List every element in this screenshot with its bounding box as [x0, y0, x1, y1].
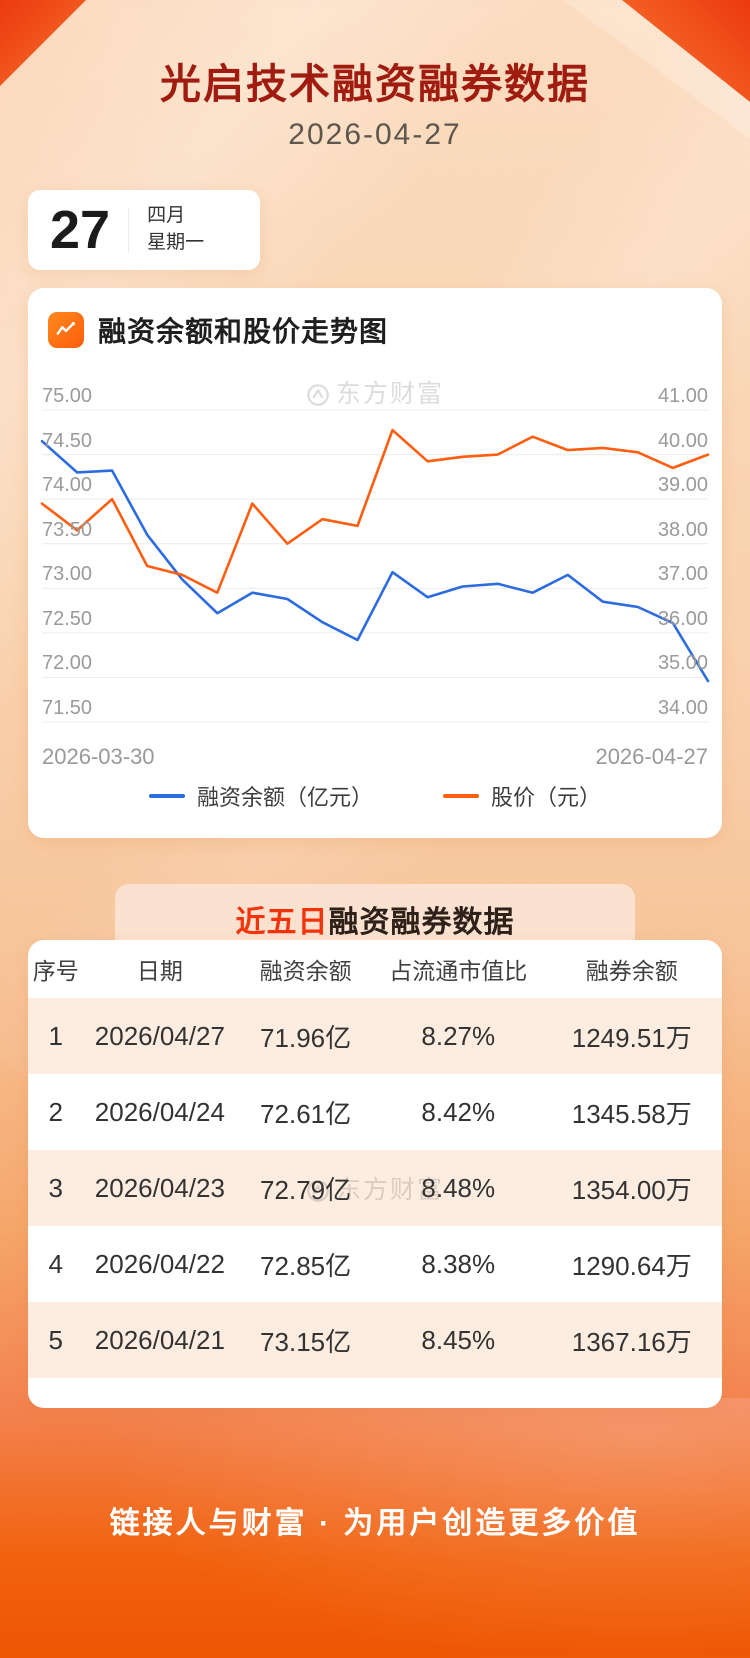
watermark-text: 东方财富	[335, 1176, 444, 1204]
table-row: 3 2026/04/23 72.79亿 8.48% 1354.00万	[28, 1150, 722, 1226]
chart-legend: 融资余额（亿元） 股价（元）	[28, 780, 722, 812]
page-date: 2026-04-27	[288, 118, 462, 151]
table-row: 2 2026/04/24 72.61亿 8.42% 1345.58万	[28, 1074, 722, 1150]
x-axis-end-label: 2026-04-27	[595, 744, 708, 769]
table-row: 4 2026/04/22 72.85亿 8.38% 1290.64万	[28, 1226, 722, 1302]
chart-icon	[48, 312, 84, 348]
table-cell: 73.15亿	[260, 1326, 352, 1357]
eastmoney-watermark: 东方财富	[28, 1170, 722, 1206]
table-cell: 8.27%	[421, 1020, 496, 1051]
trend-chart	[40, 409, 710, 723]
table-cell: 2026/04/23	[94, 1172, 225, 1203]
legend-item: 股价（元）	[443, 780, 601, 812]
table-cell: 72.79亿	[260, 1174, 352, 1205]
x-axis-start-label: 2026-03-30	[42, 744, 155, 769]
table-header-cell: 日期	[136, 958, 183, 984]
calendar-month: 四月	[147, 205, 186, 227]
table-body: 1 2026/04/27 71.96亿 8.27% 1249.51万 2 2026/04/2…	[28, 998, 722, 1378]
table-cell: 8.38%	[421, 1248, 496, 1279]
legend-swatch	[148, 794, 185, 798]
legend-label: 融资余额（亿元）	[196, 785, 373, 810]
table-row: 5 2026/04/21 73.15亿 8.45% 1367.16万	[28, 1302, 722, 1378]
table-cell: 2026/04/24	[94, 1096, 225, 1127]
table-cell: 1354.00万	[571, 1174, 692, 1205]
eastmoney-logo-icon	[307, 1180, 329, 1202]
legend-item: 融资余额（亿元）	[148, 780, 373, 812]
calendar-divider	[128, 207, 130, 253]
legend-swatch	[443, 794, 479, 798]
table-title-highlight: 近五日	[235, 906, 329, 939]
chart-heading-text: 融资余额和股价走势图	[98, 316, 389, 347]
page-title: 光启技术融资融券数据	[160, 61, 590, 107]
calendar-texts: 四月 星期一	[147, 205, 204, 255]
table-cell: 1290.64万	[571, 1250, 692, 1281]
table-header-cell: 融资余额	[259, 958, 352, 984]
line-series-0	[40, 439, 710, 683]
table-cell: 8.45%	[421, 1324, 496, 1355]
table-header-cell: 占流通市值比	[389, 958, 528, 984]
footer-slogan: 链接人与财富 · 为用户创造更多价值	[109, 1507, 641, 1540]
calendar-card: 27 四月 星期一	[28, 190, 260, 270]
chart-area: 75.00 74.50 74.00 73.50 73.00 72.50 72.00 71.50…	[40, 385, 710, 723]
table-title: 近五日融资融券数据	[236, 906, 515, 939]
chart-heading: 融资余额和股价走势图	[48, 310, 388, 350]
eastmoney-logo-icon	[307, 384, 329, 406]
table-row: 1 2026/04/27 71.96亿 8.27% 1249.51万	[28, 998, 722, 1074]
watermark-text: 东方财富	[335, 380, 444, 408]
table-cell: 2026/04/22	[94, 1248, 225, 1279]
table-header-cell: 序号	[32, 958, 79, 984]
table-cell: 1249.51万	[571, 1022, 692, 1053]
table-cell: 1367.16万	[571, 1326, 692, 1357]
x-axis-labels: 2026-03-30 2026-04-27	[42, 744, 708, 770]
table-cell: 2026/04/21	[94, 1324, 225, 1355]
eastmoney-watermark: 东方财富	[28, 374, 722, 410]
table-cell: 1	[48, 1020, 63, 1051]
table-cell: 72.85亿	[260, 1250, 352, 1281]
table-title-rest: 融资融券数据	[328, 906, 515, 939]
table-cell: 1345.58万	[571, 1098, 692, 1129]
table-cell: 3	[48, 1172, 63, 1203]
legend-label: 股价（元）	[491, 785, 602, 810]
table-cell: 2	[48, 1096, 63, 1127]
table-cell: 4	[48, 1248, 63, 1279]
calendar-weekday: 星期一	[147, 232, 205, 253]
table-cell: 72.61亿	[260, 1098, 352, 1129]
table-cell: 8.42%	[421, 1096, 496, 1127]
table-header-cell: 融券余额	[585, 958, 678, 984]
table-cell: 71.96亿	[260, 1022, 352, 1053]
table-cell: 5	[48, 1324, 63, 1355]
table-cell: 2026/04/27	[94, 1020, 225, 1051]
table-card: 序号 日期 融资余额 占流通市值比 融券余额 1 2026/04/27 71.96亿 8.27…	[28, 940, 722, 1408]
calendar-day: 27	[50, 200, 111, 260]
table-header-row: 序号 日期 融资余额 占流通市值比 融券余额	[28, 940, 722, 998]
line-series-1	[40, 428, 710, 594]
table-cell: 8.48%	[421, 1172, 496, 1203]
chart-card: 融资余额和股价走势图 东方财富 75.00 74.50 74.00 73.50 73.0…	[28, 288, 722, 838]
